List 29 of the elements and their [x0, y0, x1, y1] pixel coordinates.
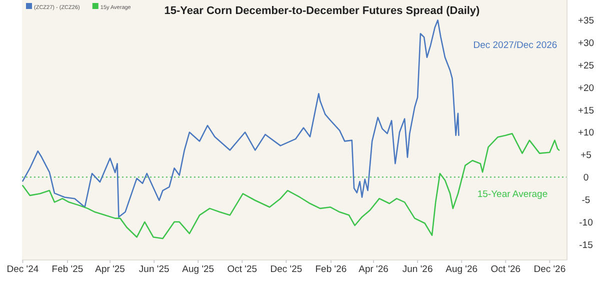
x-tick-label: Jun '25 [138, 264, 170, 275]
x-tick-label: Feb '26 [315, 264, 347, 275]
x-tick-label: Oct '25 [227, 264, 258, 275]
y-tick-label: +25 [578, 60, 594, 72]
x-tick-label: Feb '25 [52, 264, 84, 275]
line-series [22, 132, 560, 240]
y-tick-label: +30 [578, 38, 594, 50]
y-tick-label: 0 [583, 172, 589, 184]
line-series [22, 20, 460, 218]
y-tick-label: +5 [580, 150, 592, 162]
y-tick-label: +10 [578, 128, 594, 139]
x-tick-label: Oct '26 [490, 264, 521, 275]
annotation: 15-Year Average [477, 189, 548, 200]
x-tick-label: Apr '26 [358, 264, 388, 275]
x-tick-label: Jun '26 [402, 264, 433, 275]
x-tick-label: Aug '26 [446, 264, 478, 275]
x-tick-label: Dec '26 [534, 264, 566, 275]
y-tick-label: +35 [578, 16, 594, 27]
x-tick-label: Dec '25 [270, 264, 302, 275]
y-tick-label: -15 [579, 240, 593, 251]
x-tick-label: Apr '25 [95, 264, 125, 275]
chart-title: 15-Year Corn December-to-December Futures Spread (Daily) [164, 5, 480, 17]
x-tick-label: Aug '25 [182, 264, 214, 275]
annotation: Dec 2027/Dec 2026 [473, 40, 558, 51]
y-tick-label: +20 [578, 82, 594, 94]
y-tick-label: +15 [578, 105, 594, 116]
x-tick-label: Dec '24 [6, 264, 39, 275]
y-tick-label: -5 [582, 194, 590, 206]
y-tick-label: -10 [579, 217, 593, 228]
